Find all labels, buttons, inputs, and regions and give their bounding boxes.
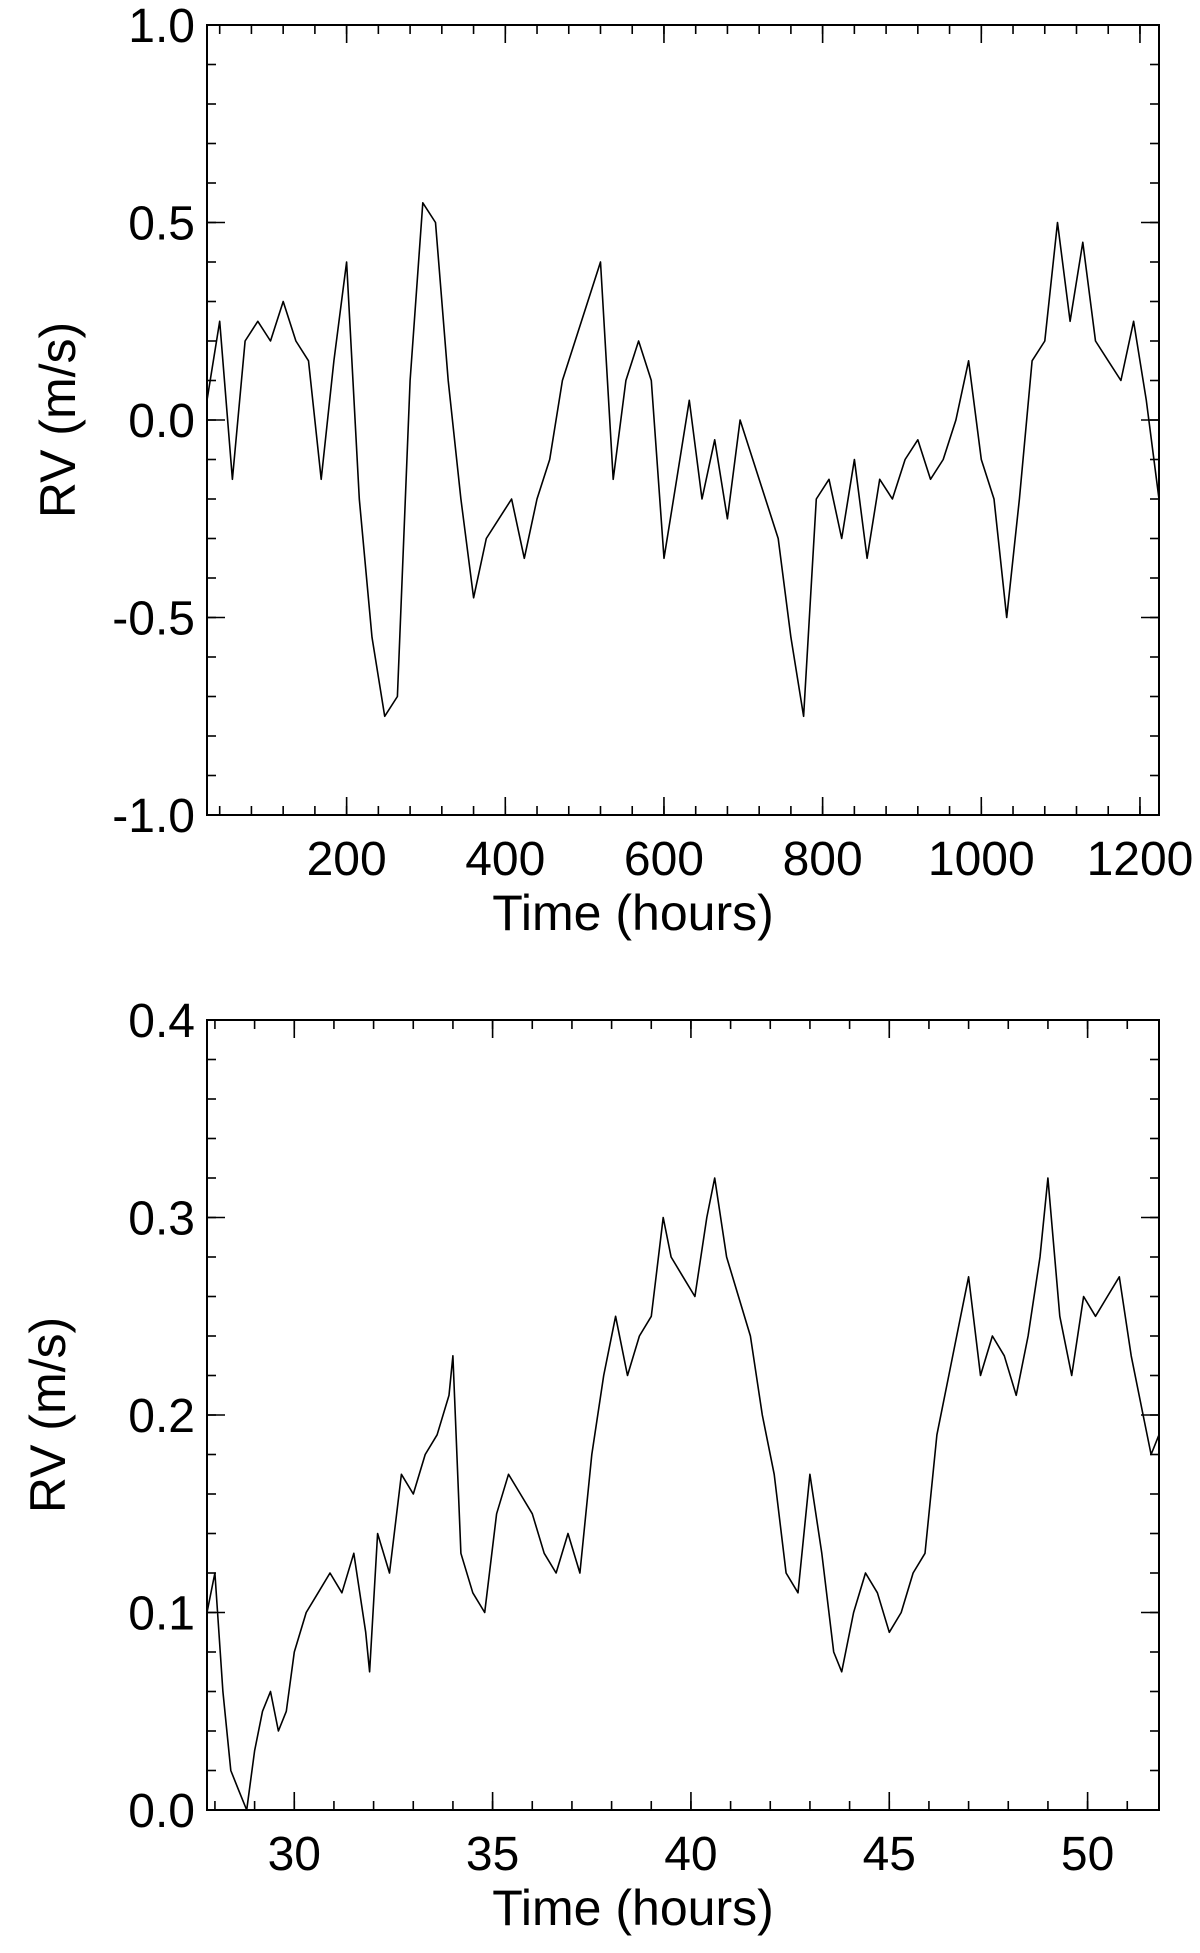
y-tick-label: 0.5 [128, 198, 195, 251]
x-tick-label: 50 [1061, 1828, 1114, 1881]
series-line-1 [206, 202, 1160, 718]
y-tick-label: -0.5 [112, 593, 195, 646]
y-tick-label: -1.0 [112, 790, 195, 843]
series-line-1 [206, 1177, 1160, 1811]
chart-panel-2: 0.0 0.1 0.2 0.3 0.4 30 35 40 45 50 Time (hours) RV … [20, 995, 1160, 1936]
x-axis-label: Time (hours) [492, 885, 774, 941]
y-tick-label: 0.2 [128, 1390, 195, 1443]
chart-panel-1: -1.0 -0.5 0.0 0.5 1.0 200 400 600 800 1000 1200 Tim… [30, 0, 1193, 941]
x-tick-label: 1200 [1087, 833, 1194, 886]
y-axis-label: RV (m/s) [20, 1317, 76, 1513]
x-tick-label: 200 [307, 833, 387, 886]
y-tick-label: 0.4 [128, 995, 195, 1048]
x-tick-label: 800 [783, 833, 863, 886]
x-tick-label: 1000 [928, 833, 1035, 886]
x-axis-label: Time (hours) [492, 1880, 774, 1936]
x-tick-label: 35 [466, 1828, 519, 1881]
x-tick-label: 600 [624, 833, 704, 886]
x-tick-label: 45 [863, 1828, 916, 1881]
y-tick-label: 1.0 [128, 0, 195, 53]
y-tick-label: 0.0 [128, 395, 195, 448]
plot-frame [206, 1019, 1160, 1811]
y-tick-label: 0.0 [128, 1785, 195, 1838]
y-tick-label: 0.3 [128, 1193, 195, 1246]
x-tick-label: 400 [465, 833, 545, 886]
plot-frame [206, 24, 1160, 816]
x-tick-label: 30 [268, 1828, 321, 1881]
x-tick-label: 40 [664, 1828, 717, 1881]
y-tick-label: 0.1 [128, 1588, 195, 1641]
y-axis-label: RV (m/s) [30, 322, 86, 518]
